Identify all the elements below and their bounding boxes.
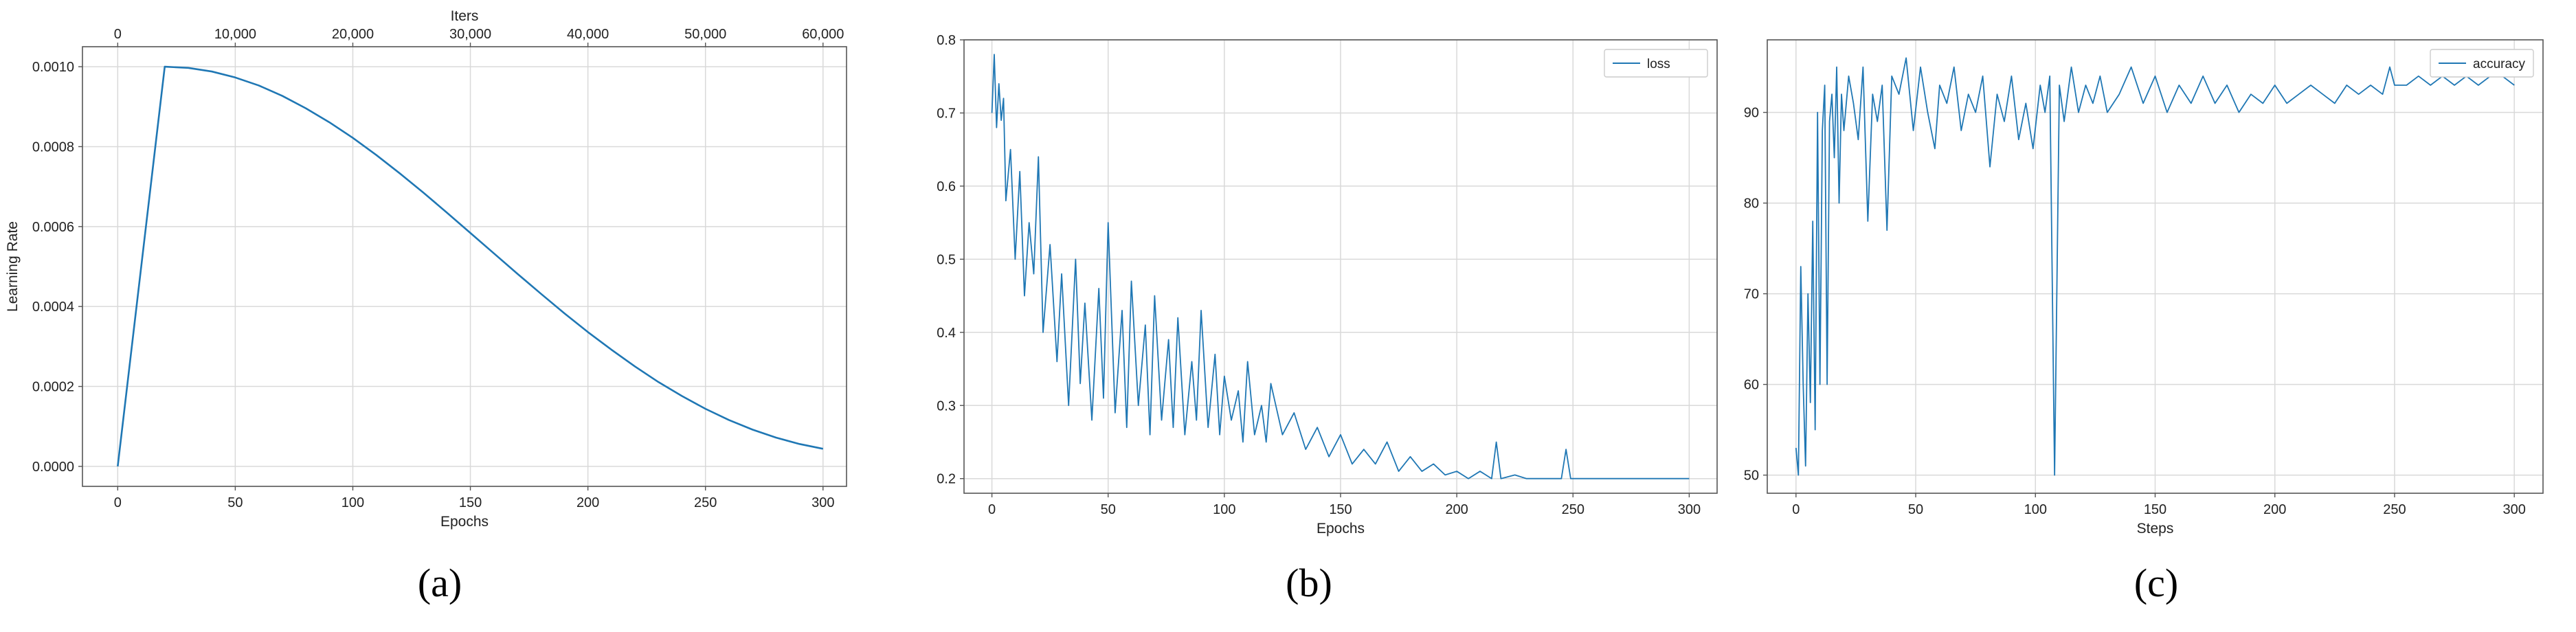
x-tick-label: 150: [459, 495, 482, 510]
top-x-tick-label: 20,000: [332, 27, 374, 42]
series-line-lr: [117, 65, 824, 467]
y-tick-label: 90: [1744, 106, 1759, 121]
x-axis-label: Epochs: [1317, 521, 1365, 537]
x-tick-label: 250: [1562, 502, 1584, 517]
y-tick-label: 0.0002: [32, 380, 74, 395]
x-tick-label: 150: [2144, 502, 2166, 517]
legend-box: [2430, 49, 2534, 78]
y-tick-label: 0.6: [937, 179, 956, 194]
legend: loss: [1604, 49, 1708, 78]
top-x-tick-label: 0: [114, 27, 122, 42]
x-tick-label: 250: [2383, 502, 2406, 517]
x-tick-label: 100: [1213, 502, 1235, 517]
y-tick-label: 0.8: [937, 33, 956, 48]
top-x-tick-label: 40,000: [567, 27, 609, 42]
y-tick-label: 80: [1744, 196, 1759, 212]
y-tick-label: 0.2: [937, 472, 956, 487]
x-tick-label: 300: [2502, 502, 2525, 517]
series-line-accuracy: [1795, 57, 2515, 476]
top-x-tick-label: 60,000: [802, 27, 844, 42]
y-tick-label: 0.5: [937, 252, 956, 267]
panel-caption: (b): [1286, 561, 1332, 605]
top-x-tick-label: 50,000: [684, 27, 726, 42]
legend-box: [1604, 49, 1708, 78]
x-tick-label: 100: [2024, 502, 2047, 517]
y-tick-label: 60: [1744, 378, 1759, 393]
top-x-tick-label: 30,000: [449, 27, 491, 42]
x-tick-label: 300: [811, 495, 834, 510]
y-tick-label: 0.0010: [32, 60, 74, 75]
chart-panel-b: 0 50 100 150 200 250 300 0.2 0.3 0.4 0.5 0.6 0.7 0.8 E…: [937, 33, 1718, 605]
panel-caption: (c): [2134, 561, 2178, 605]
x-tick-label: 50: [1908, 502, 1923, 517]
x-tick-label: 200: [576, 495, 599, 510]
x-tick-label: 250: [694, 495, 717, 510]
y-tick-label: 50: [1744, 469, 1759, 484]
y-tick-label: 0.4: [937, 326, 956, 341]
x-tick-label: 200: [1445, 502, 1468, 517]
y-tick-label: 0.0008: [32, 139, 74, 155]
legend: accuracy: [2430, 49, 2534, 78]
x-tick-label: 150: [1329, 502, 1352, 517]
x-tick-label: 0: [988, 502, 996, 517]
y-tick-label: 0.3: [937, 398, 956, 414]
x-axis-label: Epochs: [440, 514, 489, 530]
x-tick-label: 200: [2263, 502, 2286, 517]
panel-caption: (a): [418, 561, 462, 605]
x-axis-label: Steps: [2137, 521, 2174, 537]
y-tick-label: 70: [1744, 287, 1759, 302]
y-tick-label: 0.0004: [32, 300, 74, 315]
y-tick-label: 0.7: [937, 106, 956, 121]
top-x-tick-label: 10,000: [214, 27, 256, 42]
x-tick-label: 0: [114, 495, 122, 510]
plot-frame: [82, 46, 847, 487]
series-line-loss: [991, 54, 1690, 479]
x-tick-label: 100: [341, 495, 364, 510]
chart-panel-c: 0 50 100 150 200 250 300 50 60 70 80 90 Steps accurac…: [1744, 39, 2544, 605]
legend-label: loss: [1647, 57, 1670, 71]
y-tick-label: 0.0006: [32, 220, 74, 235]
legend-label: accuracy: [2473, 57, 2526, 71]
y-tick-label: 0.0000: [32, 460, 74, 475]
x-tick-label: 300: [1678, 502, 1701, 517]
y-axis-label: Learning Rate: [5, 221, 21, 312]
x-tick-label: 50: [1101, 502, 1116, 517]
x-tick-label: 0: [1792, 502, 1800, 517]
chart-panel-a: 0 50 100 150 200 250 300 0.0000 0.0002 0.0004 0.00…: [5, 8, 847, 605]
top-x-axis-label: Iters: [451, 8, 479, 24]
x-tick-label: 50: [227, 495, 243, 510]
